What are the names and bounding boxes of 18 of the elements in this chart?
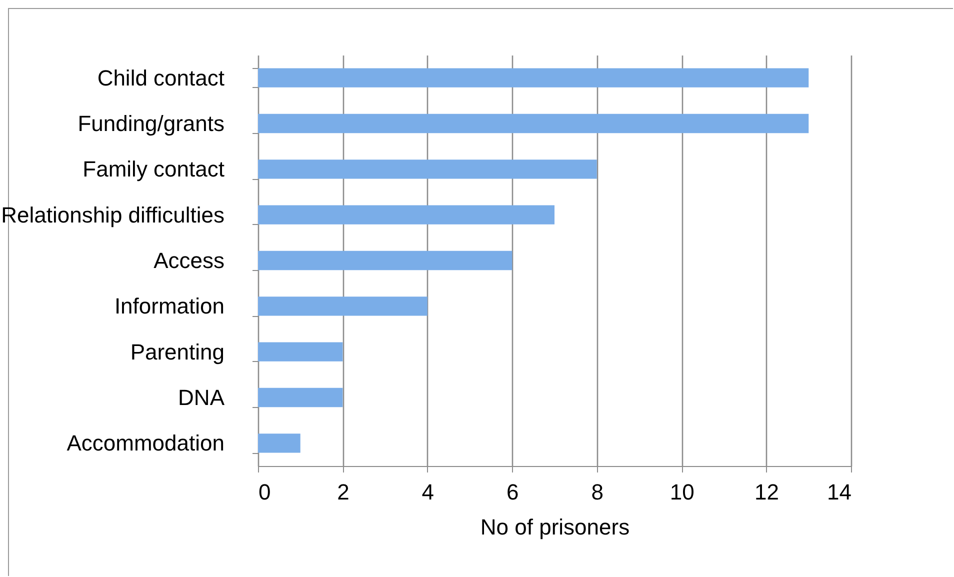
x-tick-label: 0: [258, 480, 271, 504]
y-tick-label: Relationship difficulties: [1, 202, 224, 228]
x-tick-label: 2: [337, 480, 350, 504]
x-tick-label: 8: [591, 480, 604, 504]
x-tick-label: 4: [422, 480, 434, 504]
y-tick-label: Parenting: [130, 339, 224, 364]
y-tick-label: Family contact: [82, 156, 224, 182]
y-tick-label: Funding/grants: [78, 111, 224, 136]
x-axis-title: No of prisoners: [480, 514, 630, 540]
x-tick-label: 6: [506, 480, 519, 504]
x-tick-label: 12: [754, 480, 780, 504]
y-tick-label: DNA: [178, 385, 225, 410]
y-tick-label: Accommodation: [66, 430, 224, 456]
y-tick-label: Information: [114, 294, 224, 319]
y-tick-label: Child contact: [97, 65, 224, 90]
y-tick-label: Access: [154, 248, 224, 273]
x-tick-label: 14: [827, 480, 852, 504]
x-tick-label: 10: [670, 480, 694, 504]
